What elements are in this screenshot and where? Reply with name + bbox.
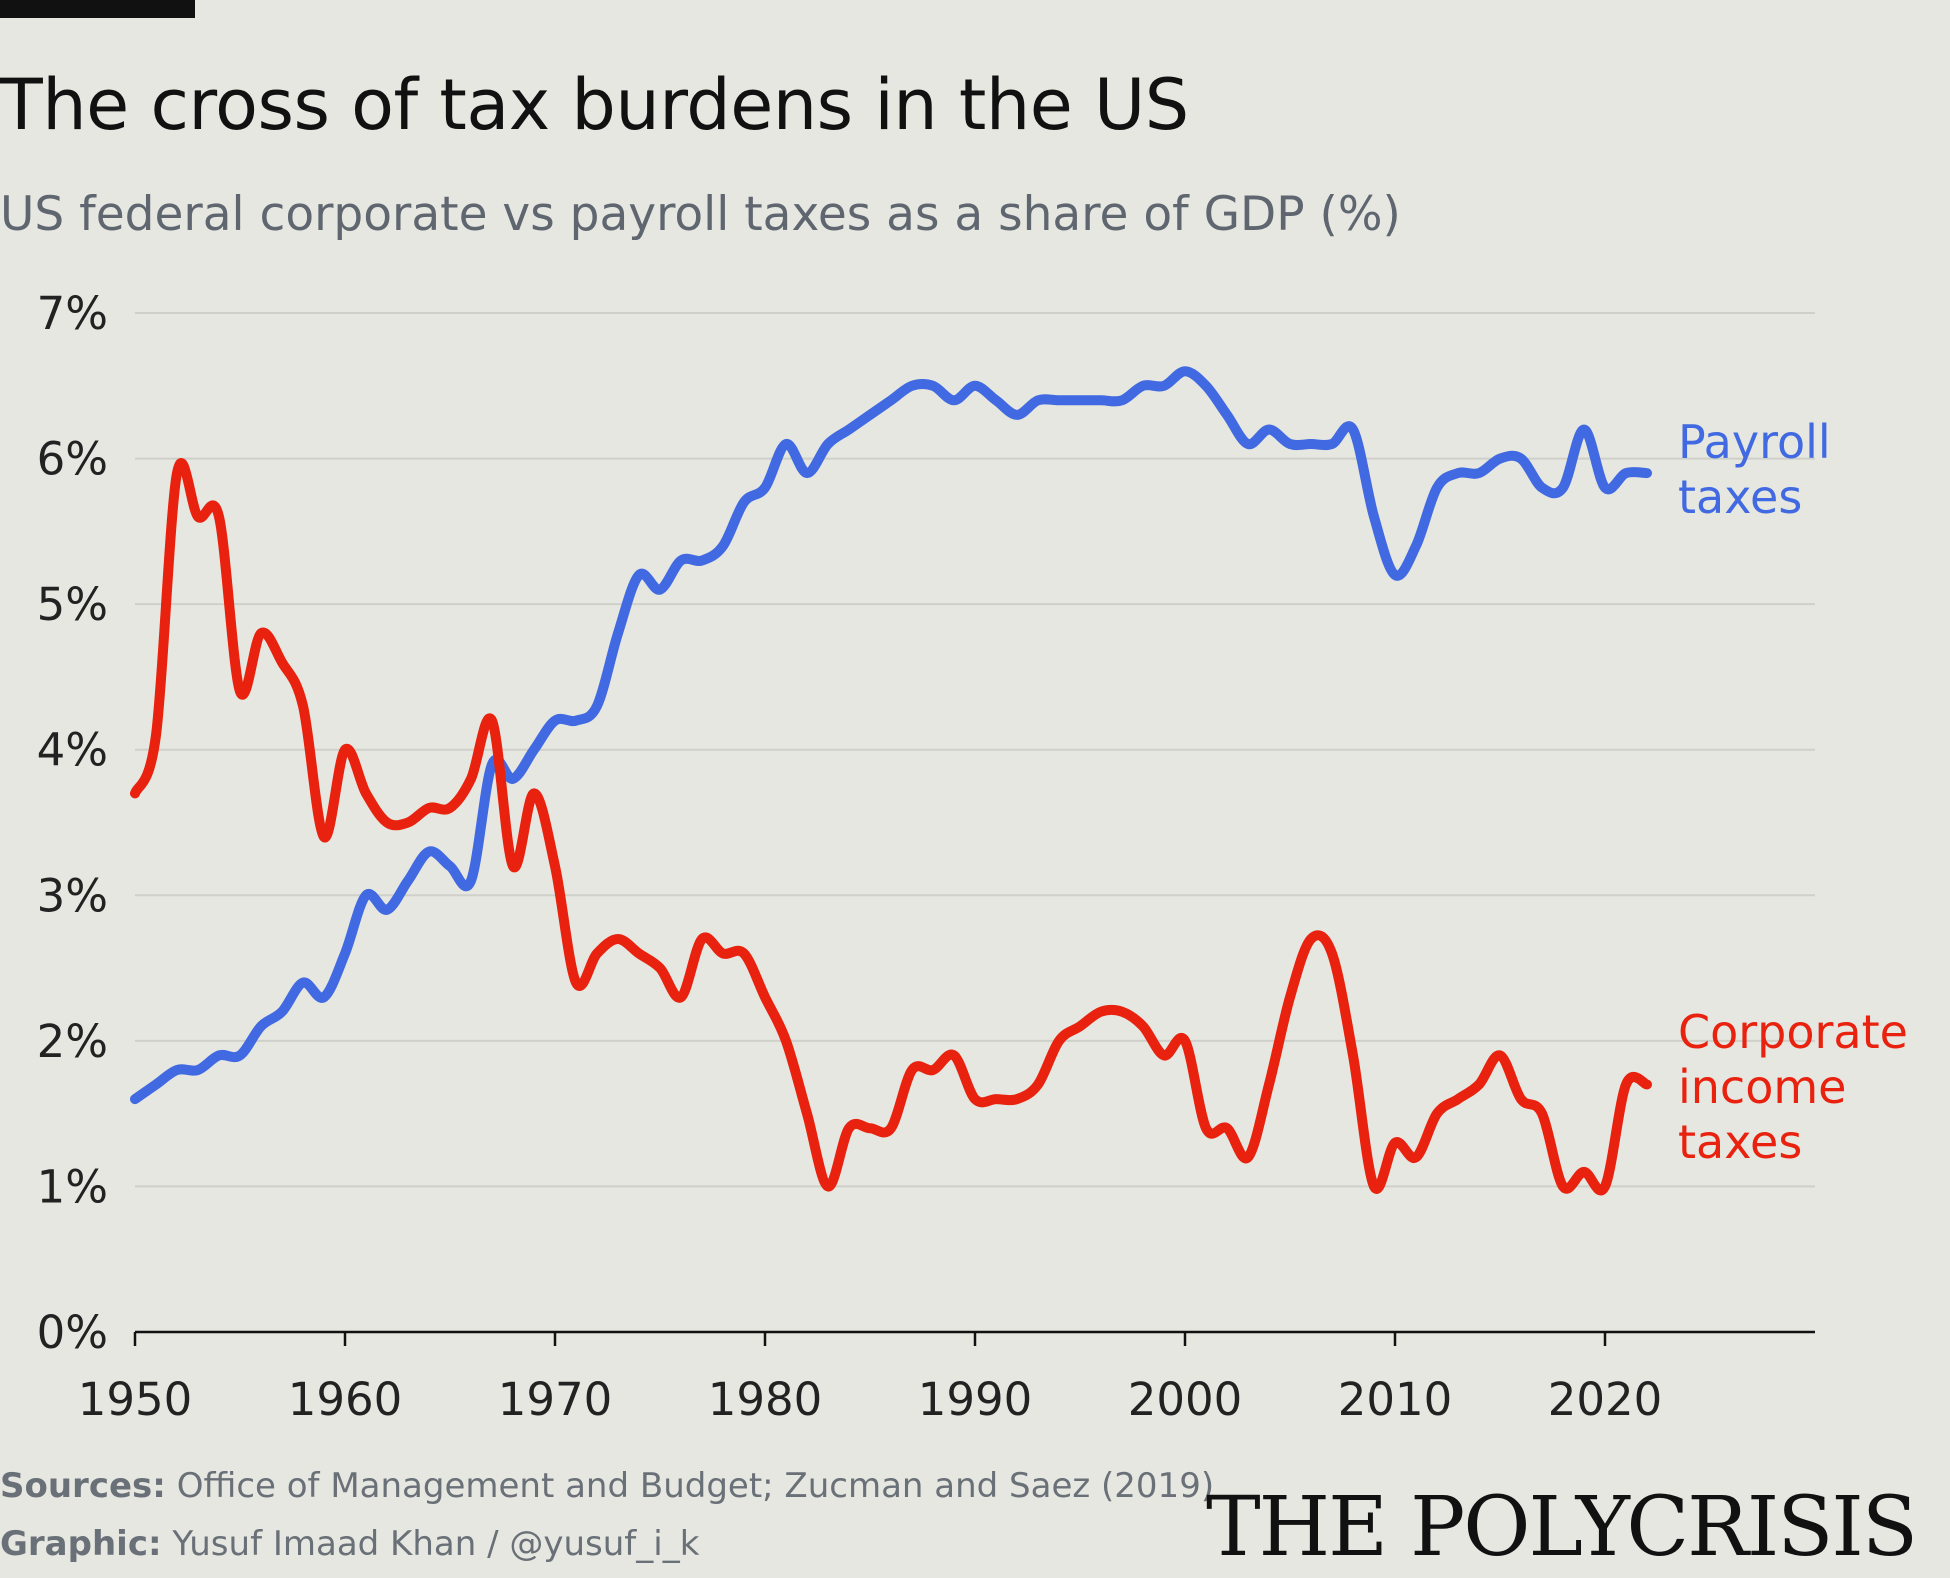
top-accent-bar (0, 0, 195, 18)
corporate-series-label: taxes (1678, 1115, 1802, 1169)
y-tick-label: 4% (37, 724, 108, 777)
payroll-series-label: taxes (1678, 470, 1802, 524)
y-tick-label: 5% (37, 578, 108, 631)
y-axis-labels: 0% 1% 2% 3% 4% 5% 6% 7% (37, 287, 108, 1359)
payroll-series-label: Payroll (1678, 415, 1831, 469)
y-tick-label: 6% (37, 433, 108, 486)
y-tick-label: 0% (37, 1306, 108, 1359)
x-tick-label: 1970 (498, 1373, 613, 1426)
y-tick-label: 1% (37, 1160, 108, 1213)
sources-key: Sources: (0, 1466, 166, 1506)
y-tick-label: 2% (37, 1015, 108, 1068)
sources-text: Office of Management and Budget; Zucman … (176, 1466, 1215, 1506)
x-axis (133, 1330, 1815, 1346)
x-axis-labels: 1950 1960 1970 1980 1990 2000 2010 2020 (78, 1373, 1663, 1426)
x-tick-label: 2000 (1128, 1373, 1243, 1426)
chart-title: The cross of tax burdens in the US (0, 64, 1189, 146)
sources-note: Sources: Office of Management and Budget… (0, 1464, 1214, 1508)
x-tick-label: 1990 (918, 1373, 1033, 1426)
grid-lines (135, 312, 1815, 1188)
graphic-key: Graphic: (0, 1524, 162, 1564)
x-tick-label: 2010 (1338, 1373, 1453, 1426)
chart-subtitle: US federal corporate vs payroll taxes as… (0, 187, 1401, 242)
payroll-series-line (130, 366, 1652, 1105)
y-tick-label: 7% (37, 287, 108, 340)
x-tick-label: 1960 (288, 1373, 403, 1426)
corporate-series-line (130, 458, 1652, 1196)
x-tick-label: 2020 (1548, 1373, 1663, 1426)
y-tick-label: 3% (37, 869, 108, 922)
graphic-text: Yusuf Imaad Khan / @yusuf_i_k (172, 1524, 700, 1564)
brand-logo: THE POLYCRISIS (1205, 1480, 1918, 1575)
corporate-series-label: Corporate (1678, 1005, 1908, 1059)
x-tick-label: 1950 (78, 1373, 193, 1426)
graphic-credit: Graphic: Yusuf Imaad Khan / @yusuf_i_k (0, 1522, 699, 1566)
series-lines (130, 366, 1652, 1196)
corporate-series-label: income (1678, 1060, 1846, 1114)
x-tick-label: 1980 (708, 1373, 823, 1426)
